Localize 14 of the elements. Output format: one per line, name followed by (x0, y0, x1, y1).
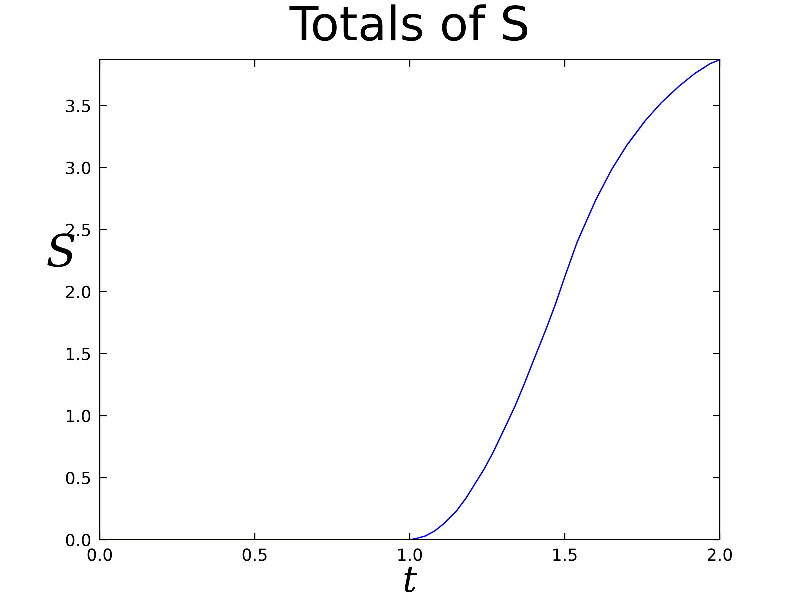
y-tick-label: 3.0 (66, 162, 91, 174)
x-tick-label: 1.0 (398, 548, 422, 562)
x-tick-label: 2.0 (708, 548, 732, 562)
y-tick-label: 0.0 (66, 534, 91, 547)
x-tick-label: 0.0 (88, 548, 112, 562)
y-tick-label: 1.0 (66, 410, 91, 423)
x-axis-title: t (404, 567, 418, 592)
x-tick-label: 0.5 (242, 548, 267, 562)
y-tick-label: 0.5 (66, 472, 90, 485)
x-tick-label: 1.5 (554, 548, 577, 562)
y-tick-label: 1.5 (66, 348, 90, 361)
y-tick-label: 3.5 (66, 100, 90, 112)
chart-title: Totals of S (290, 4, 528, 42)
y-tick-label: 2.0 (66, 286, 91, 299)
